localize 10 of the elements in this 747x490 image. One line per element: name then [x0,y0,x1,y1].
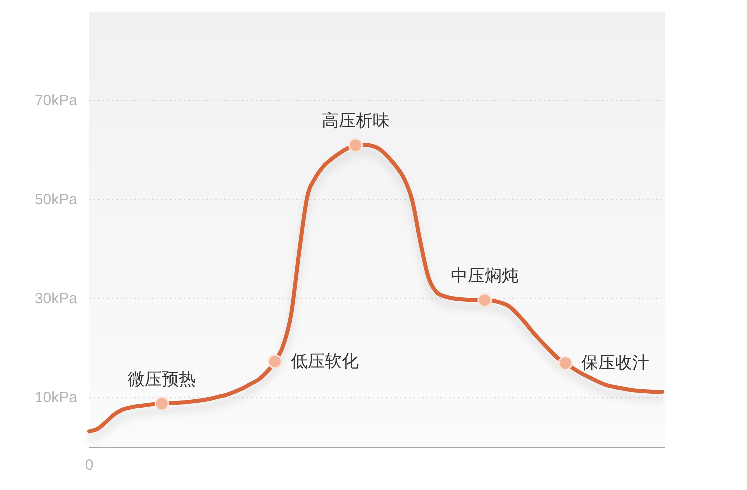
value-label: 低压软化 [291,352,360,372]
y-tick-label: 70kPa [34,92,78,110]
value-label: 高压析味 [322,112,390,132]
y-tick-label: 10kPa [34,390,78,406]
value-label: 保压收汁 [582,353,650,374]
value-label: 微压预热 [128,370,196,390]
y-tick-label: 30kPa [34,290,78,308]
value-label: 中压焖炖 [450,266,519,286]
x-tick-label: 0 [85,457,94,474]
y-tick-label: 50kPa [34,192,78,208]
